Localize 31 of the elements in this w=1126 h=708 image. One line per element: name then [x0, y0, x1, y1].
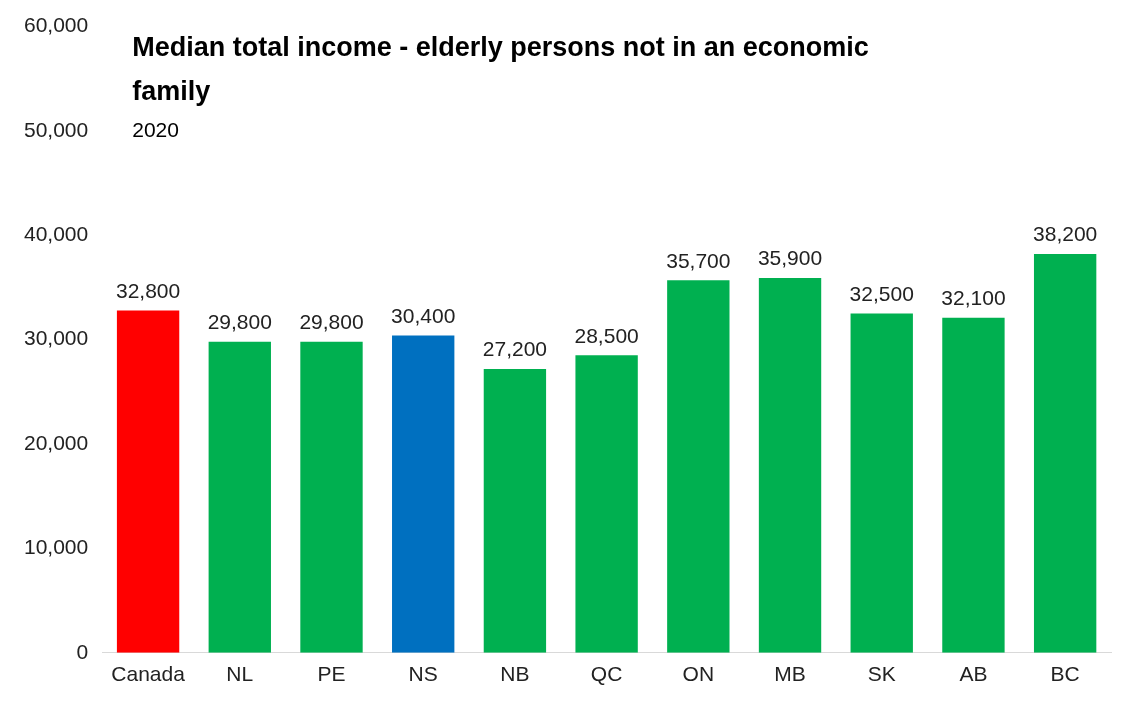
- data-label: 30,400: [391, 303, 456, 327]
- data-label: 35,700: [666, 248, 731, 272]
- data-label: 28,500: [574, 323, 639, 347]
- data-label: 27,200: [482, 337, 548, 361]
- y-tick-label: 40,000: [24, 222, 89, 246]
- data-label: 32,800: [115, 278, 181, 302]
- text: Median total income - elderly persons not in an economic family: [132, 31, 869, 106]
- x-tick-label: SK: [867, 662, 896, 686]
- x-tick-label: NB: [500, 662, 530, 686]
- data-label: 32,500: [849, 281, 914, 305]
- data-label: 38,200: [1033, 222, 1098, 246]
- x-tick-label: QC: [590, 662, 623, 686]
- x-tick-label: Canada: [111, 662, 186, 686]
- y-tick-label: 50,000: [24, 117, 89, 141]
- data-label: 29,800: [299, 310, 364, 334]
- x-tick-label: AB: [959, 662, 988, 686]
- x-tick-label: BC: [1050, 662, 1080, 686]
- x-tick-label: PE: [317, 662, 346, 686]
- y-tick-label: 30,000: [24, 326, 89, 350]
- data-label: 29,800: [207, 310, 272, 334]
- x-tick-label: MB: [774, 662, 806, 686]
- data-label: 32,100: [941, 286, 1006, 310]
- y-tick-label: 60,000: [24, 13, 89, 37]
- x-tick-label: NL: [226, 662, 254, 686]
- y-tick-label: 20,000: [24, 430, 89, 454]
- data-label: 35,900: [757, 246, 823, 270]
- y-tick-label: 0: [76, 639, 89, 663]
- y-tick-label: 10,000: [24, 535, 89, 559]
- x-tick-label: ON: [682, 662, 715, 686]
- x-tick-label: NS: [408, 662, 438, 686]
- text: 2020: [132, 117, 179, 141]
